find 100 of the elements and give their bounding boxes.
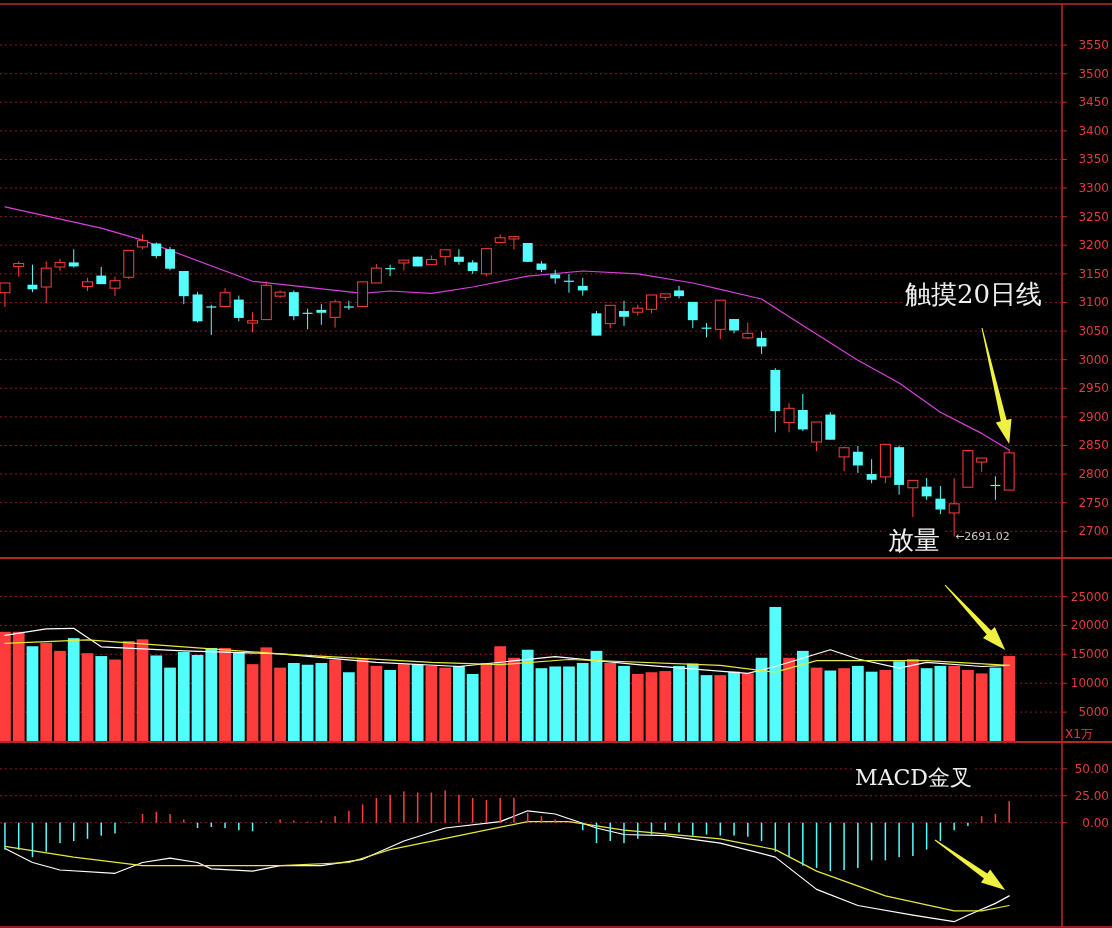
bar — [356, 658, 369, 741]
bar — [398, 664, 410, 741]
y-tick-label: 0.00 — [1082, 815, 1109, 830]
y-tick-label: 3300 — [1078, 181, 1109, 196]
candlestick — [783, 402, 795, 433]
candlestick — [233, 295, 244, 322]
bar — [824, 670, 837, 741]
bar — [907, 658, 919, 741]
y-tick-label: 2850 — [1078, 438, 1109, 453]
y-tick-label: 25000 — [1070, 589, 1109, 604]
y-tick-label: 2700 — [1078, 524, 1109, 539]
bar — [480, 663, 493, 741]
candlestick — [247, 311, 259, 333]
candlestick — [329, 299, 341, 329]
bar — [453, 665, 465, 741]
bar — [287, 663, 300, 741]
bar — [12, 631, 25, 741]
bar — [549, 666, 562, 741]
bar — [769, 606, 782, 741]
bar — [81, 653, 94, 741]
candlestick — [921, 477, 932, 501]
bar — [563, 666, 575, 741]
bar — [838, 668, 850, 741]
bar — [893, 661, 905, 741]
bar — [274, 667, 286, 741]
bar — [975, 673, 988, 741]
candlestick — [852, 445, 863, 474]
candlestick — [935, 485, 946, 515]
annotation: 触摸20日线 — [904, 279, 1042, 309]
candlestick — [68, 248, 79, 269]
candlestick — [687, 301, 698, 329]
y-tick-label: 50.00 — [1074, 761, 1109, 776]
bar — [535, 668, 548, 741]
y-tick-label: 3350 — [1078, 152, 1109, 167]
bar — [494, 646, 507, 741]
y-tick-label: 3150 — [1078, 266, 1109, 281]
candlestick — [343, 300, 355, 311]
bar — [370, 665, 383, 741]
y-tick-label: 2800 — [1078, 467, 1109, 482]
annotation: 放量 — [888, 525, 940, 555]
bar — [136, 639, 149, 741]
bar — [439, 667, 452, 741]
bar — [879, 669, 892, 741]
bar — [205, 647, 218, 741]
line-series — [4, 821, 1010, 912]
candlestick — [838, 446, 850, 472]
bar — [796, 650, 809, 741]
candlestick — [54, 258, 66, 272]
bar — [521, 649, 534, 741]
bar — [948, 665, 961, 741]
bar — [54, 650, 66, 741]
bar — [673, 665, 685, 741]
y-tick-label: 2750 — [1078, 495, 1109, 510]
y-tick-label: 3000 — [1078, 352, 1109, 367]
bar — [246, 664, 259, 741]
bar — [741, 673, 754, 741]
y-tick-label: 3200 — [1078, 238, 1109, 253]
bar — [384, 669, 397, 741]
candlestick — [109, 276, 121, 297]
bar — [122, 641, 135, 741]
candlestick — [811, 421, 823, 452]
bar — [411, 664, 424, 741]
candlestick — [646, 294, 657, 314]
candlestick — [907, 479, 919, 518]
bar — [604, 663, 617, 741]
bar — [425, 665, 438, 741]
candlestick — [674, 285, 684, 299]
candlestick — [0, 282, 11, 308]
bar — [232, 652, 245, 741]
bar — [576, 663, 589, 741]
y-tick-label: 10000 — [1070, 676, 1109, 691]
bar — [26, 646, 39, 741]
bar — [728, 671, 740, 741]
candlestick — [591, 310, 602, 337]
bar — [659, 671, 672, 741]
y-tick-label: 25.00 — [1074, 788, 1109, 803]
bar — [260, 647, 273, 741]
bar — [67, 638, 80, 741]
bar — [865, 671, 878, 741]
y-tick-label: 15000 — [1070, 647, 1109, 662]
bar — [989, 667, 1002, 741]
bar — [177, 652, 190, 741]
bar — [686, 663, 699, 741]
bar — [618, 665, 630, 741]
bar — [109, 659, 121, 741]
bar — [301, 664, 314, 741]
candlestick — [205, 304, 217, 336]
candlestick — [316, 303, 327, 326]
bar — [329, 659, 341, 741]
bar — [315, 663, 328, 741]
y-tick-label: 3100 — [1078, 295, 1109, 310]
candlestick — [756, 331, 767, 355]
candlestick — [398, 259, 410, 271]
y-tick-label: 3250 — [1078, 209, 1109, 224]
y-axis-title: X1万 — [1065, 727, 1093, 741]
annotation: ←2691.02 — [955, 530, 1010, 544]
candlestick — [604, 304, 616, 329]
bar — [0, 631, 11, 741]
bar — [466, 673, 479, 741]
bar — [191, 654, 204, 741]
